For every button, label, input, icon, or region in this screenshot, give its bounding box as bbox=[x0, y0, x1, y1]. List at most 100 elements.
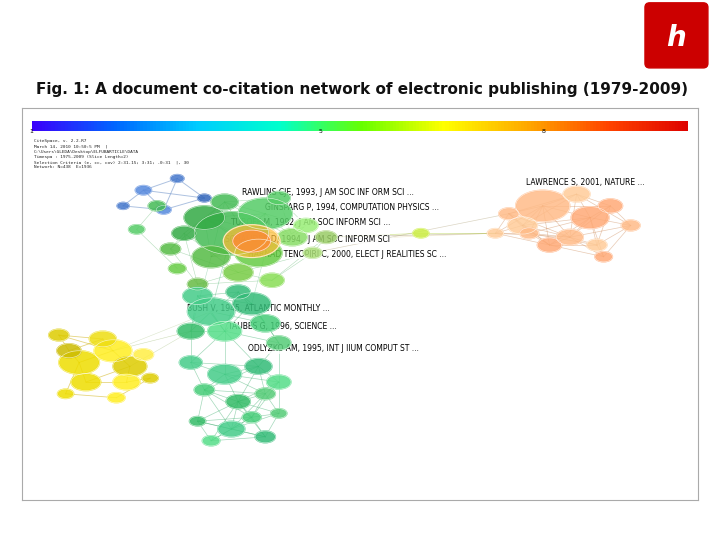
Bar bbox=[324, 121, 327, 131]
Bar bbox=[436, 121, 438, 131]
Circle shape bbox=[238, 198, 292, 230]
Bar bbox=[107, 121, 111, 131]
Text: 1: 1 bbox=[30, 130, 34, 134]
Bar bbox=[554, 121, 557, 131]
Circle shape bbox=[171, 174, 184, 183]
Bar bbox=[42, 121, 45, 131]
Bar bbox=[567, 121, 570, 131]
Bar bbox=[646, 121, 649, 131]
Circle shape bbox=[413, 228, 429, 238]
Circle shape bbox=[59, 351, 99, 374]
Bar bbox=[330, 121, 334, 131]
Bar bbox=[649, 121, 652, 131]
Circle shape bbox=[235, 239, 282, 267]
Bar bbox=[426, 121, 429, 131]
Bar bbox=[248, 121, 252, 131]
Bar bbox=[111, 121, 114, 131]
Bar bbox=[413, 121, 416, 131]
Bar bbox=[573, 121, 577, 131]
Bar bbox=[170, 121, 173, 131]
Bar bbox=[495, 121, 498, 131]
Circle shape bbox=[595, 252, 613, 262]
Bar bbox=[603, 121, 606, 131]
Bar bbox=[196, 121, 199, 131]
Bar bbox=[482, 121, 485, 131]
Bar bbox=[176, 121, 179, 131]
Text: TAUBES G, 1996, SCIENCE ...: TAUBES G, 1996, SCIENCE ... bbox=[228, 322, 337, 331]
Circle shape bbox=[89, 331, 117, 347]
Bar bbox=[288, 121, 291, 131]
Bar bbox=[209, 121, 212, 131]
Bar bbox=[393, 121, 396, 131]
Circle shape bbox=[294, 218, 318, 233]
Circle shape bbox=[226, 285, 251, 299]
Bar bbox=[215, 121, 219, 131]
Bar bbox=[386, 121, 390, 131]
Circle shape bbox=[571, 207, 609, 228]
Bar bbox=[137, 121, 140, 131]
Bar bbox=[186, 121, 189, 131]
Circle shape bbox=[499, 208, 519, 220]
Bar bbox=[58, 121, 61, 131]
Bar bbox=[255, 121, 258, 131]
Bar bbox=[560, 121, 564, 131]
Circle shape bbox=[260, 273, 284, 287]
Bar bbox=[153, 121, 156, 131]
Bar bbox=[659, 121, 662, 131]
Bar bbox=[438, 121, 442, 131]
FancyBboxPatch shape bbox=[640, 0, 713, 71]
Bar bbox=[665, 121, 669, 131]
Bar bbox=[61, 121, 65, 131]
Bar bbox=[71, 121, 74, 131]
Bar bbox=[662, 121, 665, 131]
Bar bbox=[550, 121, 554, 131]
Bar bbox=[423, 121, 426, 131]
Circle shape bbox=[113, 356, 147, 376]
Bar bbox=[156, 121, 160, 131]
Bar bbox=[130, 121, 133, 131]
Bar bbox=[672, 121, 675, 131]
Bar bbox=[91, 121, 94, 131]
Bar bbox=[74, 121, 78, 131]
Bar bbox=[632, 121, 636, 131]
Bar bbox=[534, 121, 537, 131]
Bar bbox=[222, 121, 225, 131]
Bar bbox=[242, 121, 245, 131]
Bar bbox=[396, 121, 400, 131]
Circle shape bbox=[183, 287, 212, 305]
Circle shape bbox=[187, 298, 235, 325]
Circle shape bbox=[315, 231, 337, 244]
Bar bbox=[675, 121, 678, 131]
Bar bbox=[452, 121, 455, 131]
Text: h: h bbox=[667, 24, 686, 52]
Bar bbox=[409, 121, 413, 131]
Bar bbox=[478, 121, 482, 131]
Bar bbox=[150, 121, 153, 131]
Bar bbox=[51, 121, 55, 131]
Text: LAWRENCE S, 2001, NATURE ...: LAWRENCE S, 2001, NATURE ... bbox=[526, 178, 644, 187]
Bar bbox=[491, 121, 495, 131]
Bar bbox=[616, 121, 619, 131]
Circle shape bbox=[49, 329, 69, 341]
Circle shape bbox=[598, 199, 623, 213]
Bar bbox=[524, 121, 528, 131]
Text: Fig. 1: A document co-citation network of electronic publishing (1979-2009): Fig. 1: A document co-citation network o… bbox=[36, 82, 688, 97]
Bar bbox=[350, 121, 354, 131]
Text: BBY208: BBY208 bbox=[18, 515, 58, 525]
Bar bbox=[261, 121, 265, 131]
Bar bbox=[94, 121, 97, 131]
Bar bbox=[501, 121, 505, 131]
Bar bbox=[557, 121, 560, 131]
Bar bbox=[265, 121, 268, 131]
Bar bbox=[577, 121, 580, 131]
Circle shape bbox=[142, 374, 158, 383]
Bar bbox=[97, 121, 101, 131]
Bar bbox=[366, 121, 370, 131]
Bar bbox=[304, 121, 307, 131]
Bar bbox=[629, 121, 632, 131]
Circle shape bbox=[266, 336, 291, 350]
Bar bbox=[488, 121, 491, 131]
Bar bbox=[587, 121, 590, 131]
Bar bbox=[521, 121, 524, 131]
Circle shape bbox=[233, 293, 271, 315]
